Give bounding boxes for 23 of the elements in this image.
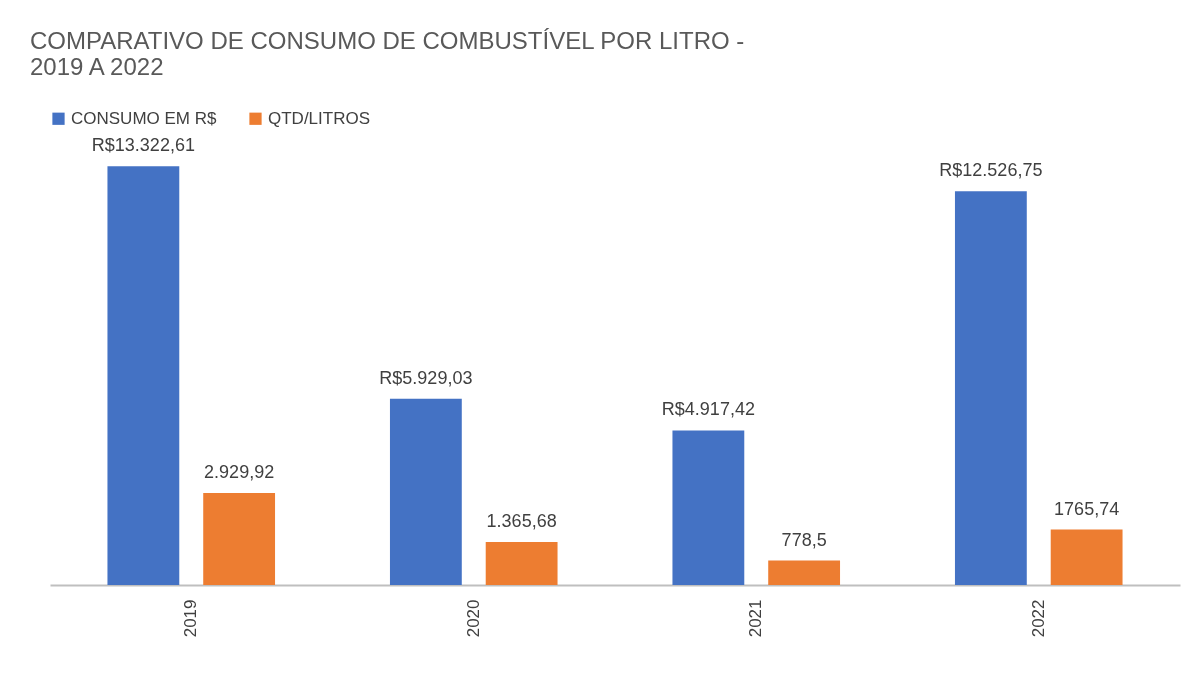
- bar: [389, 398, 462, 585]
- data-label: 1.365,68: [486, 511, 557, 532]
- data-label: R$13.322,61: [91, 135, 195, 156]
- bar: [954, 191, 1027, 585]
- legend-label: CONSUMO EM R$: [71, 108, 217, 128]
- chart-title: COMPARATIVO DE CONSUMO DE COMBUSTÍVEL POR LITRO - 2019 A 2022: [30, 27, 745, 80]
- bar: [203, 492, 276, 585]
- x-tick-label: 2020: [463, 599, 483, 638]
- data-label: 778,5: [781, 529, 827, 550]
- data-label: R$5.929,03: [379, 367, 473, 388]
- x-tick-label: 2022: [1028, 599, 1048, 638]
- bar: [768, 560, 841, 585]
- bar: [1050, 529, 1123, 585]
- data-label: 1765,74: [1054, 498, 1120, 519]
- x-tick-label: 2021: [746, 599, 766, 638]
- bar: [485, 542, 558, 585]
- bar: [107, 166, 180, 585]
- bar: [672, 430, 745, 585]
- data-label: R$12.526,75: [939, 160, 1043, 181]
- data-label: R$4.917,42: [661, 399, 755, 420]
- data-label: 2.929,92: [204, 461, 275, 482]
- legend-label: QTD/LITROS: [268, 108, 371, 128]
- x-tick-label: 2019: [181, 599, 201, 638]
